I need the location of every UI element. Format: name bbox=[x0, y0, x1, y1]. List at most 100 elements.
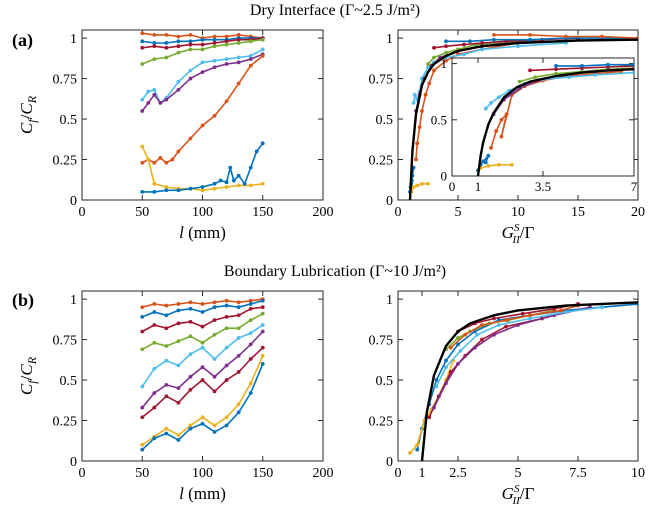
data-point bbox=[140, 62, 145, 66]
data-point bbox=[200, 60, 205, 65]
data-point bbox=[434, 384, 439, 389]
data-point bbox=[164, 344, 169, 348]
data-point bbox=[176, 433, 181, 437]
data-point bbox=[152, 41, 157, 45]
data-point bbox=[152, 340, 157, 345]
data-point bbox=[176, 302, 181, 306]
x-tick-label: 1 bbox=[475, 179, 482, 194]
data-point bbox=[200, 345, 205, 350]
y-tick-label: 1 bbox=[386, 293, 393, 308]
data-point bbox=[200, 42, 205, 47]
data-point bbox=[164, 160, 169, 165]
data-point bbox=[140, 39, 145, 44]
data-point bbox=[146, 89, 151, 94]
data-point bbox=[140, 144, 145, 149]
data-point bbox=[212, 318, 217, 323]
data-point bbox=[140, 415, 145, 420]
data-point bbox=[260, 305, 265, 310]
y-tick-label: 0 bbox=[386, 194, 393, 209]
data-point bbox=[152, 323, 157, 327]
data-point bbox=[212, 44, 217, 49]
data-point bbox=[224, 415, 229, 420]
data-point bbox=[212, 374, 217, 379]
data-point bbox=[248, 318, 253, 323]
data-point bbox=[224, 345, 229, 350]
data-point bbox=[164, 303, 169, 308]
data-point bbox=[248, 57, 253, 62]
data-point bbox=[212, 186, 217, 191]
data-point bbox=[164, 431, 169, 436]
data-point bbox=[444, 50, 448, 55]
data-point bbox=[632, 62, 634, 67]
data-point bbox=[224, 363, 229, 368]
x-tick-label: 150 bbox=[252, 205, 273, 220]
data-point bbox=[152, 366, 157, 371]
row-title-lubrication: Boundary Lubrication (Γ~10 J/m²) bbox=[223, 263, 447, 280]
data-point bbox=[212, 423, 217, 428]
data-point bbox=[236, 336, 241, 340]
y-tick-label: 0 bbox=[441, 169, 448, 184]
data-point bbox=[170, 157, 175, 162]
data-point bbox=[164, 185, 169, 189]
data-point bbox=[164, 55, 169, 60]
data-point bbox=[152, 436, 157, 441]
data-point bbox=[260, 181, 265, 186]
data-point bbox=[254, 149, 259, 154]
data-point bbox=[415, 447, 420, 452]
y-tick-label: 1 bbox=[70, 293, 77, 308]
x-tick-label: 50 bbox=[135, 205, 149, 220]
series-line-5 bbox=[435, 306, 603, 387]
data-point bbox=[176, 149, 181, 154]
y-tick-label: 0.25 bbox=[53, 414, 78, 429]
data-point bbox=[456, 361, 460, 366]
plot-area bbox=[408, 301, 638, 461]
row-title-dry: Dry Interface (Γ~2.5 J/m²) bbox=[249, 2, 421, 19]
data-point bbox=[188, 68, 193, 73]
data-point bbox=[492, 332, 496, 337]
data-point bbox=[415, 183, 420, 188]
data-point bbox=[212, 58, 217, 63]
data-point bbox=[444, 358, 448, 363]
data-point bbox=[188, 319, 193, 324]
x-tick-label: 100 bbox=[192, 466, 213, 481]
data-point bbox=[242, 181, 247, 186]
data-point bbox=[140, 97, 145, 102]
x-tick-label: 0 bbox=[449, 179, 456, 194]
data-point bbox=[236, 183, 241, 188]
y-tick-label: 0.75 bbox=[53, 333, 78, 348]
data-point bbox=[224, 378, 229, 382]
y-tick-label: 0.5 bbox=[60, 374, 78, 389]
y-tick-label: 0.5 bbox=[376, 113, 394, 128]
chart-b-left: 0 50 100 150 200 0 0.25 0.5 0.75 1 l (mm) Cf/CR bbox=[17, 290, 334, 503]
data-point bbox=[212, 113, 217, 118]
series-line-9 bbox=[142, 142, 264, 193]
data-point bbox=[236, 300, 241, 305]
data-point bbox=[140, 447, 145, 452]
data-point bbox=[528, 313, 532, 318]
data-point bbox=[426, 181, 430, 186]
data-point bbox=[152, 44, 157, 49]
y-tick-label: 0.5 bbox=[376, 374, 394, 389]
x-tick-label: 10 bbox=[511, 205, 525, 220]
data-point bbox=[444, 58, 448, 63]
data-point bbox=[188, 387, 193, 392]
data-point bbox=[458, 349, 463, 353]
data-point bbox=[260, 311, 265, 316]
data-point bbox=[224, 326, 229, 331]
y-tick-label: 0 bbox=[386, 455, 393, 470]
data-point bbox=[248, 183, 253, 188]
data-point bbox=[218, 178, 223, 183]
data-point bbox=[188, 47, 193, 52]
data-point bbox=[236, 402, 241, 407]
data-point bbox=[200, 47, 205, 52]
data-point bbox=[228, 165, 233, 170]
y-tick-label: 1 bbox=[70, 32, 77, 47]
data-point bbox=[463, 332, 468, 337]
data-point bbox=[236, 313, 241, 318]
data-point bbox=[152, 405, 157, 410]
data-point bbox=[224, 298, 229, 303]
data-point bbox=[164, 313, 169, 318]
data-point bbox=[164, 45, 169, 50]
x-tick-label: 0 bbox=[79, 205, 86, 220]
data-point bbox=[176, 34, 181, 39]
